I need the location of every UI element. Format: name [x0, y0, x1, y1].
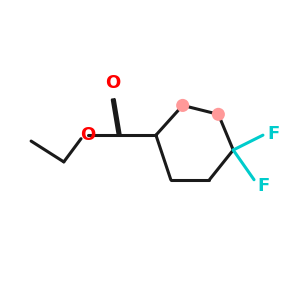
- Circle shape: [212, 108, 225, 121]
- Text: F: F: [258, 177, 270, 195]
- Text: O: O: [80, 126, 95, 144]
- Text: O: O: [105, 74, 121, 92]
- Text: F: F: [267, 125, 280, 143]
- Circle shape: [176, 99, 189, 112]
